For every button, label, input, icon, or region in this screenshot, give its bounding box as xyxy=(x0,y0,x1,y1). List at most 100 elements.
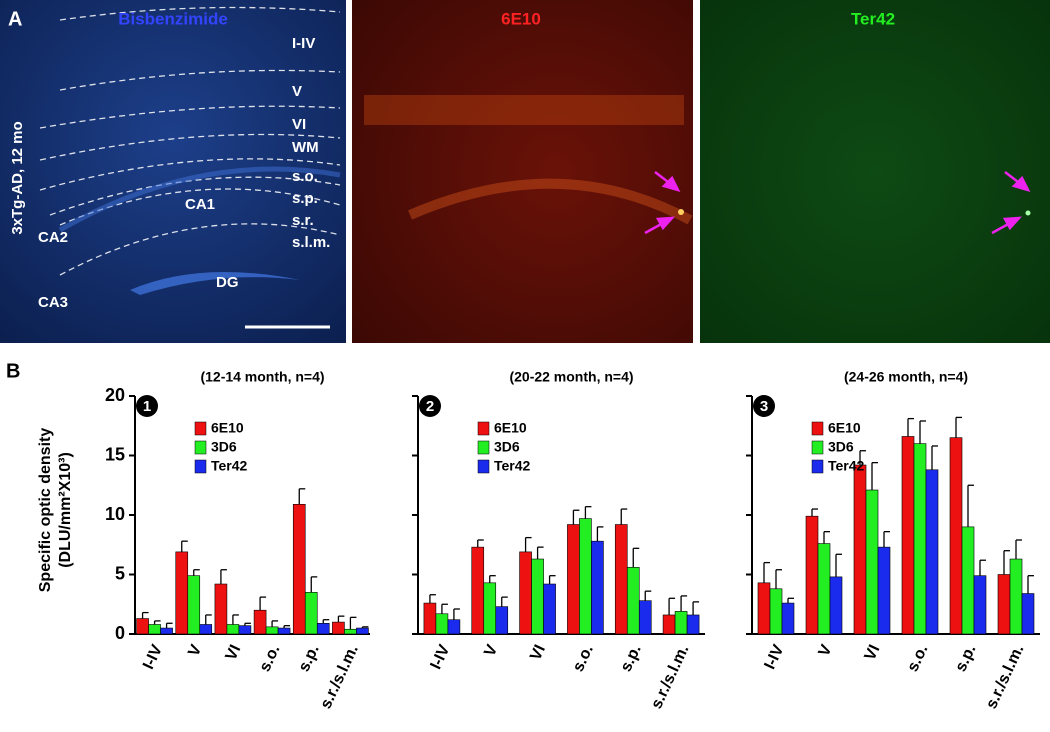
x-tick-label: VI xyxy=(862,642,884,663)
layer-label: V xyxy=(292,83,302,100)
bar xyxy=(567,524,580,635)
legend-swatch xyxy=(477,440,490,455)
bar xyxy=(531,558,544,635)
bar xyxy=(160,627,173,635)
bar xyxy=(304,592,318,635)
bar xyxy=(175,551,189,635)
layer-boundaries xyxy=(39,6,341,276)
bar-chart: (24-26 month, n=4) 3 6E10 3D6 Ter42 I-IV V VI s.… xyxy=(746,369,1040,712)
bar xyxy=(136,618,149,635)
panel-label: B xyxy=(6,360,20,382)
arrows xyxy=(644,171,1031,235)
layer-label: s.p. xyxy=(292,190,318,207)
sp-signal xyxy=(408,178,693,225)
x-tick-label: s.o. xyxy=(904,642,931,674)
image-title: Bisbenzimide xyxy=(118,9,228,28)
bar xyxy=(187,575,201,635)
bar xyxy=(973,575,987,635)
bar xyxy=(316,622,330,635)
y-tick-label: 20 xyxy=(105,385,125,405)
bar xyxy=(435,613,449,635)
image-6e10 xyxy=(352,0,693,343)
y-tick-label: 0 xyxy=(115,623,125,643)
bar xyxy=(781,602,795,635)
x-tick-label: V xyxy=(481,642,501,659)
side-label: 3xTg-AD, 12 mo xyxy=(9,121,26,234)
x-tick-label: VI xyxy=(527,642,549,663)
bar xyxy=(817,543,831,635)
image-title: Ter42 xyxy=(851,9,895,28)
layer-v-signal xyxy=(364,95,684,125)
y-tick-label: 15 xyxy=(105,444,125,464)
legend-label: 6E10 xyxy=(211,420,244,436)
layer-label: I-IV xyxy=(292,35,315,52)
bar xyxy=(913,443,927,635)
bar xyxy=(199,624,213,635)
x-tick-label: I-IV xyxy=(762,642,788,672)
bar xyxy=(265,626,279,635)
panel-number: 2 xyxy=(426,398,434,415)
legend-swatch xyxy=(811,421,824,436)
region-label: CA1 xyxy=(185,196,215,213)
x-tick-label: s.o. xyxy=(256,642,283,674)
layer-label: VI xyxy=(292,116,306,133)
chart-title: (12-14 month, n=4) xyxy=(200,369,324,385)
panel-number-badge xyxy=(136,395,158,417)
bar xyxy=(253,609,267,635)
legend-swatch xyxy=(194,421,207,436)
bar xyxy=(1021,593,1035,635)
bar xyxy=(865,489,879,635)
panel-number-badge xyxy=(419,395,441,417)
bar xyxy=(591,540,604,635)
bar xyxy=(961,526,975,635)
bar xyxy=(344,628,357,635)
y-axis-label: (DLU/mm²X10³) xyxy=(57,452,74,568)
bar xyxy=(423,602,437,635)
bar xyxy=(853,464,867,635)
bar xyxy=(674,611,688,635)
legend-label: Ter42 xyxy=(494,458,531,474)
layer-label: s.o. xyxy=(292,168,318,185)
region-label: DG xyxy=(216,274,239,291)
bar xyxy=(483,582,497,635)
bar xyxy=(686,614,700,635)
y-tick-label: 5 xyxy=(115,563,125,583)
legend-swatch xyxy=(477,459,490,474)
bar xyxy=(949,437,963,635)
bar xyxy=(238,625,252,635)
bar xyxy=(829,576,843,635)
legend-label: 3D6 xyxy=(828,439,854,455)
legend-swatch xyxy=(811,459,824,474)
region-label: CA2 xyxy=(38,229,68,246)
bar xyxy=(519,551,532,635)
x-tick-label: V xyxy=(185,642,205,659)
bar xyxy=(925,469,939,635)
bar xyxy=(626,567,640,635)
layer-label: WM xyxy=(292,139,319,156)
panel-a xyxy=(0,0,1050,343)
bar xyxy=(901,436,915,635)
panel-label: A xyxy=(8,8,22,30)
pyramidal-layer xyxy=(58,166,341,233)
bar xyxy=(495,606,509,635)
bar xyxy=(638,600,652,635)
legend-swatch xyxy=(811,440,824,455)
bar xyxy=(805,515,819,635)
x-tick-label: I-IV xyxy=(427,642,453,672)
panel-number: 1 xyxy=(143,398,151,415)
legend-label: 3D6 xyxy=(211,439,237,455)
bar-chart: (20-22 month, n=4) 2 6E10 3D6 Ter42 I-IV V VI s.… xyxy=(412,369,705,712)
bar xyxy=(997,574,1011,635)
bar xyxy=(214,583,228,635)
legend-swatch xyxy=(194,459,207,474)
bar xyxy=(471,546,485,635)
x-tick-label: s.p. xyxy=(952,642,979,674)
bar xyxy=(757,582,771,635)
bar xyxy=(579,518,592,635)
bar xyxy=(277,627,291,635)
x-tick-label: s.p. xyxy=(618,642,645,674)
bar xyxy=(1009,558,1023,635)
bar xyxy=(292,503,306,635)
ter42-dot xyxy=(1025,210,1031,216)
